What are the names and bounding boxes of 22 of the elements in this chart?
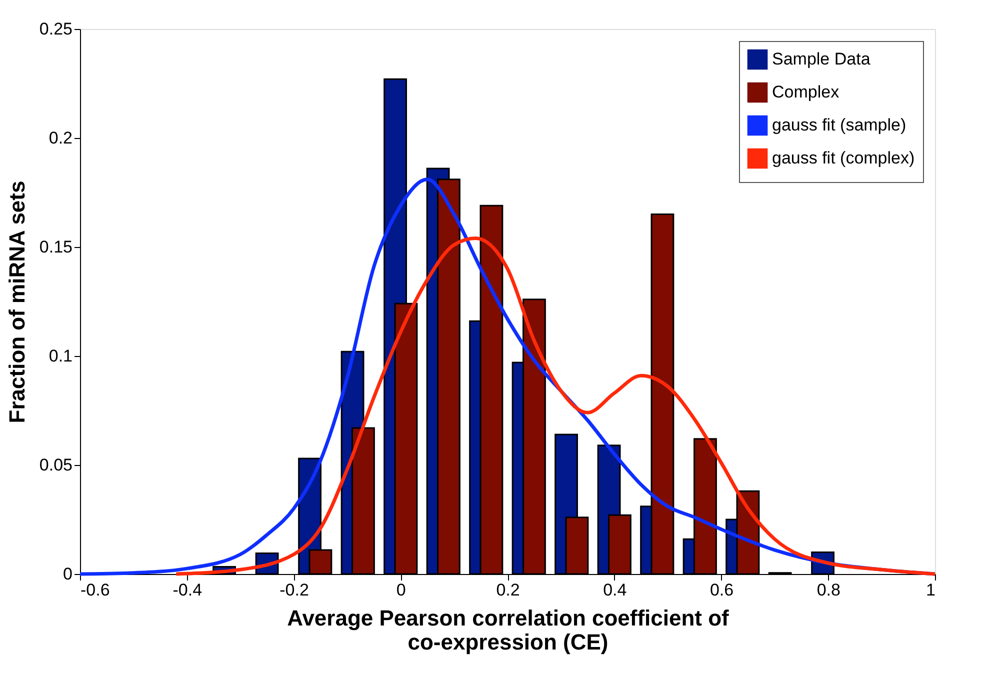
y-axis-title: Fraction of miRNA sets (4, 180, 30, 424)
x-tick-label: -0.4 (172, 580, 202, 600)
x-tick-label: 0.8 (816, 580, 840, 600)
legend-label: Complex (772, 82, 840, 102)
line-series (174, 236, 937, 576)
legend-label: Sample Data (772, 50, 871, 68)
y-tick-label: 0.2 (48, 128, 72, 148)
x-tick-label: -0.6 (80, 580, 110, 600)
legend-label: gauss fit (sample) (772, 116, 906, 134)
y-tick-label: 0 (63, 564, 72, 584)
y-tick-label: 0.25 (39, 20, 72, 38)
y-tick-label: 0.15 (39, 238, 72, 256)
x-tick-label: -0.2 (280, 580, 309, 600)
y-tick-label: 0.05 (39, 456, 72, 474)
x-tick-label: 0.4 (603, 580, 627, 600)
x-tick-label: 1 (926, 580, 936, 600)
legend-label: gauss fit (complex) (772, 148, 915, 168)
y-tick-label: 0.1 (48, 346, 72, 366)
x-tick-label: 0 (396, 580, 406, 600)
x-tick-label: 0.6 (710, 580, 734, 600)
x-tick-label: 0.2 (496, 580, 520, 600)
x-axis-title: Average Pearson correlation coefficient of co-expression (CE) (287, 606, 730, 654)
